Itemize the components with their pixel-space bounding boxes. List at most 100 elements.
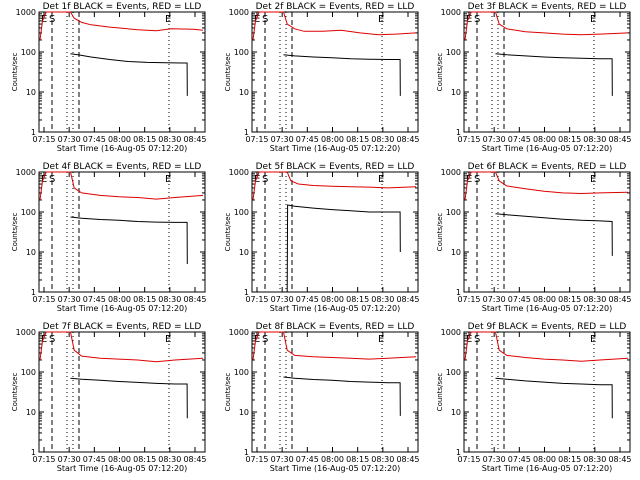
- events-series-line: [70, 53, 188, 96]
- y-axis-label: Counts/sec: [436, 53, 444, 92]
- x-axis-label: Start Time (16-Aug-05 07:12:20): [482, 144, 613, 153]
- y-tick-label: 1000: [441, 168, 461, 177]
- x-tick-label: 08:15: [346, 295, 369, 304]
- y-tick-label: 10: [239, 248, 249, 257]
- x-tick-label: 07:15: [457, 295, 480, 304]
- marker-label-e: E: [466, 334, 472, 345]
- x-tick-label: 07:30: [58, 455, 81, 464]
- x-tick-label: 08:30: [583, 135, 606, 144]
- lld-series-line: [39, 171, 204, 201]
- x-tick-label: 07:45: [296, 455, 319, 464]
- chart-panel-9: Det 9f BLACK = Events, RED = LLD 1 10 100 10…: [436, 322, 632, 473]
- y-tick-label: 100: [446, 368, 461, 377]
- y-tick-label: 1000: [229, 8, 249, 17]
- chart-panel-5: Det 5f BLACK = Events, RED = LLD 1 10 100 10…: [224, 162, 420, 313]
- marker-label-end: E: [165, 334, 171, 345]
- lld-series-line: [464, 171, 629, 201]
- marker-label-end: E: [590, 14, 596, 25]
- chart-title: Det 7f BLACK = Events, RED = LLD: [43, 322, 202, 332]
- x-axis-label: Start Time (16-Aug-05 07:12:20): [57, 144, 188, 153]
- chart-panel-2: Det 2f BLACK = Events, RED = LLD 1 10 100 10…: [224, 2, 420, 153]
- x-tick-label: 08:45: [396, 455, 419, 464]
- events-series-line: [495, 213, 613, 256]
- y-tick-label: 1: [31, 448, 36, 457]
- marker-label-e: E: [254, 174, 260, 185]
- x-axis-label: Start Time (16-Aug-05 07:12:20): [57, 464, 188, 473]
- x-tick-label: 08:30: [158, 135, 181, 144]
- plot-frame: [463, 171, 631, 293]
- x-tick-label: 08:00: [533, 135, 556, 144]
- x-tick-label: 08:30: [371, 295, 394, 304]
- marker-label-end: E: [378, 174, 384, 185]
- x-tick-label: 07:15: [32, 135, 55, 144]
- x-tick-label: 08:30: [371, 455, 394, 464]
- x-tick-label: 08:30: [158, 295, 181, 304]
- x-tick-label: 08:15: [133, 455, 156, 464]
- x-tick-label: 08:45: [396, 135, 419, 144]
- lld-series-line: [252, 11, 417, 41]
- plot-frame: [251, 11, 419, 133]
- x-tick-label: 07:30: [271, 135, 294, 144]
- x-tick-label: 08:00: [108, 295, 131, 304]
- y-tick-label: 10: [26, 408, 36, 417]
- x-tick-label: 07:30: [483, 455, 506, 464]
- x-tick-label: 08:15: [133, 135, 156, 144]
- y-tick-label: 1000: [16, 168, 36, 177]
- y-tick-label: 1: [244, 448, 249, 457]
- x-axis-label: Start Time (16-Aug-05 07:12:20): [482, 464, 613, 473]
- chart-title: Det 5f BLACK = Events, RED = LLD: [256, 162, 415, 172]
- x-axis-label: Start Time (16-Aug-05 07:12:20): [482, 304, 613, 313]
- x-tick-label: 08:00: [108, 135, 131, 144]
- x-tick-label: 07:30: [483, 295, 506, 304]
- marker-label-e: E: [254, 14, 260, 25]
- x-tick-label: 08:15: [346, 135, 369, 144]
- marker-label-end: E: [590, 334, 596, 345]
- x-tick-label: 07:30: [58, 295, 81, 304]
- marker-label-s: S: [49, 174, 55, 185]
- y-axis-label: Counts/sec: [224, 373, 232, 412]
- x-tick-label: 07:45: [508, 135, 531, 144]
- y-tick-label: 1000: [229, 328, 249, 337]
- events-series-line: [495, 377, 613, 419]
- x-tick-label: 08:45: [608, 295, 631, 304]
- x-tick-label: 08:00: [321, 295, 344, 304]
- chart-title: Det 9f BLACK = Events, RED = LLD: [468, 322, 627, 332]
- x-tick-label: 08:15: [133, 295, 156, 304]
- y-tick-label: 1: [456, 128, 461, 137]
- x-tick-label: 07:15: [245, 135, 268, 144]
- y-axis-label: Counts/sec: [11, 213, 19, 252]
- y-tick-label: 100: [234, 208, 249, 217]
- lld-series-line: [464, 11, 629, 41]
- y-tick-label: 100: [446, 48, 461, 57]
- x-tick-label: 07:45: [83, 455, 106, 464]
- y-axis-label: Counts/sec: [224, 213, 232, 252]
- marker-label-s: S: [49, 334, 55, 345]
- x-tick-label: 08:30: [583, 295, 606, 304]
- x-tick-label: 08:00: [533, 295, 556, 304]
- x-tick-label: 07:30: [271, 455, 294, 464]
- events-series-line: [286, 204, 401, 293]
- x-tick-label: 08:30: [158, 455, 181, 464]
- x-tick-label: 07:15: [32, 295, 55, 304]
- marker-label-e: E: [466, 14, 472, 25]
- chart-title: Det 3f BLACK = Events, RED = LLD: [468, 2, 627, 12]
- x-tick-label: 08:45: [396, 295, 419, 304]
- y-tick-label: 1000: [16, 328, 36, 337]
- marker-label-s: S: [474, 174, 480, 185]
- y-tick-label: 1: [456, 448, 461, 457]
- y-tick-label: 100: [21, 208, 36, 217]
- x-axis-label: Start Time (16-Aug-05 07:12:20): [270, 464, 401, 473]
- marker-label-e: E: [41, 334, 47, 345]
- y-axis-label: Counts/sec: [224, 53, 232, 92]
- marker-label-end: E: [165, 174, 171, 185]
- y-axis-label: Counts/sec: [11, 53, 19, 92]
- y-tick-label: 1000: [229, 168, 249, 177]
- events-series-line: [70, 377, 188, 419]
- x-tick-label: 08:15: [346, 455, 369, 464]
- y-tick-label: 10: [26, 88, 36, 97]
- x-tick-label: 08:30: [583, 455, 606, 464]
- y-tick-label: 10: [239, 408, 249, 417]
- plot-frame: [38, 331, 206, 453]
- x-tick-label: 08:00: [108, 455, 131, 464]
